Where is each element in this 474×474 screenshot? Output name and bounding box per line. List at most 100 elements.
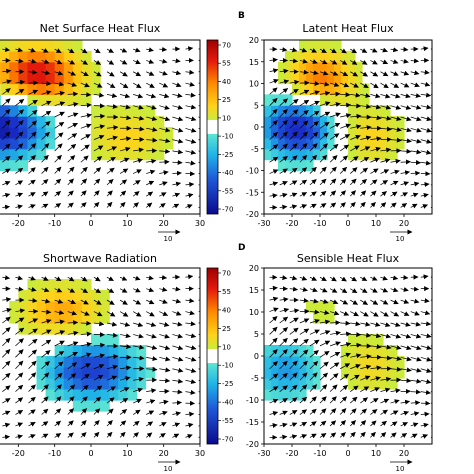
wind-vector — [159, 148, 171, 154]
heat-cell — [100, 290, 110, 302]
heat-cell — [100, 148, 110, 161]
wind-vector — [279, 168, 288, 174]
heat-cell — [355, 94, 363, 106]
wind-vector — [159, 299, 168, 304]
heat-cell — [109, 334, 119, 346]
heat-cell — [18, 40, 29, 52]
wind-vector — [146, 299, 155, 305]
wind-vector — [28, 192, 36, 197]
wind-vector — [420, 368, 432, 373]
heat-cell — [9, 137, 19, 150]
x-tick-label: 10 — [122, 449, 132, 458]
heat-cell — [341, 94, 349, 106]
wind-vector — [2, 297, 12, 303]
heat-cell — [72, 279, 83, 291]
wind-vector — [380, 180, 388, 186]
wind-vector — [106, 156, 116, 163]
wind-vector — [400, 422, 408, 427]
wind-vector — [15, 192, 24, 198]
wind-vector — [380, 59, 389, 65]
wind-vector — [15, 317, 25, 324]
wind-vector — [279, 98, 288, 106]
wind-vector — [28, 58, 37, 64]
heat-cell — [348, 50, 356, 63]
heat-cell — [285, 345, 293, 357]
wind-vector — [319, 340, 331, 347]
wind-vector — [93, 48, 101, 54]
wind-vector — [269, 349, 278, 358]
wind-vector — [299, 120, 309, 129]
wind-vector — [132, 169, 142, 174]
wind-vector — [420, 127, 432, 133]
heat-cell — [278, 72, 286, 85]
heat-cell — [306, 148, 314, 161]
heat-cell — [271, 378, 279, 390]
wind-vector — [133, 344, 145, 350]
wind-vector — [370, 344, 382, 350]
wind-vector — [172, 411, 182, 417]
heat-cell — [320, 94, 328, 106]
heat-cell — [271, 367, 279, 379]
wind-vector — [185, 46, 194, 52]
wind-vector — [269, 97, 278, 106]
wind-vector — [380, 202, 387, 208]
wind-vector — [319, 420, 327, 427]
wind-vector — [172, 58, 181, 64]
wind-vector — [329, 166, 337, 174]
wind-vector — [400, 378, 412, 384]
wind-vector — [279, 297, 289, 303]
heat-cell — [292, 389, 300, 401]
wind-vector — [289, 372, 298, 381]
wind-vector — [119, 322, 131, 327]
wind-vector — [390, 299, 399, 305]
wind-vector — [41, 339, 52, 347]
wind-vector — [2, 98, 11, 106]
wind-vector — [410, 286, 420, 292]
wind-vector — [93, 82, 103, 88]
heat-cell — [376, 356, 384, 368]
wind-vector — [279, 349, 288, 358]
wind-vector — [132, 71, 142, 77]
reference-vector-label: 10 — [396, 465, 405, 473]
heat-cell — [27, 148, 38, 161]
wind-vector — [28, 204, 36, 209]
heat-cell — [63, 378, 74, 390]
wind-vector — [93, 124, 106, 130]
wind-vector — [269, 423, 278, 428]
wind-vector — [410, 422, 419, 428]
wind-vector — [350, 311, 359, 317]
wind-vector — [132, 409, 141, 415]
wind-vector — [299, 155, 308, 163]
wind-vector — [133, 93, 144, 99]
wind-vector — [420, 69, 430, 75]
wind-vector — [420, 422, 429, 428]
heat-cell — [127, 378, 138, 390]
wind-vector — [172, 422, 181, 428]
heat-cell — [341, 83, 349, 95]
heat-cell — [348, 116, 356, 128]
wind-vector — [380, 398, 390, 404]
wind-vector — [80, 134, 91, 140]
heat-cell — [63, 40, 74, 52]
wind-vector — [390, 137, 402, 143]
wind-vector — [410, 149, 422, 155]
wind-vector — [2, 108, 11, 118]
wind-vector — [410, 170, 421, 176]
wind-vector — [28, 89, 39, 95]
wind-vector — [106, 190, 113, 197]
wind-vector — [350, 156, 359, 163]
wind-vector — [172, 367, 184, 373]
heat-cell — [383, 345, 391, 357]
wind-vector — [146, 311, 155, 317]
wind-vector — [67, 155, 76, 163]
wind-vector — [360, 375, 371, 381]
wind-vector — [309, 179, 317, 186]
panel-a: Net Surface Heat Flux -20 -10 0 10 20 30 10 70 55… — [0, 22, 233, 243]
wind-vector — [15, 360, 24, 370]
heat-cell — [18, 50, 29, 63]
wind-vector — [67, 396, 75, 404]
wind-vector — [133, 387, 144, 393]
heat-cell — [91, 61, 101, 74]
wind-vector — [299, 372, 308, 381]
wind-vector — [41, 100, 52, 107]
